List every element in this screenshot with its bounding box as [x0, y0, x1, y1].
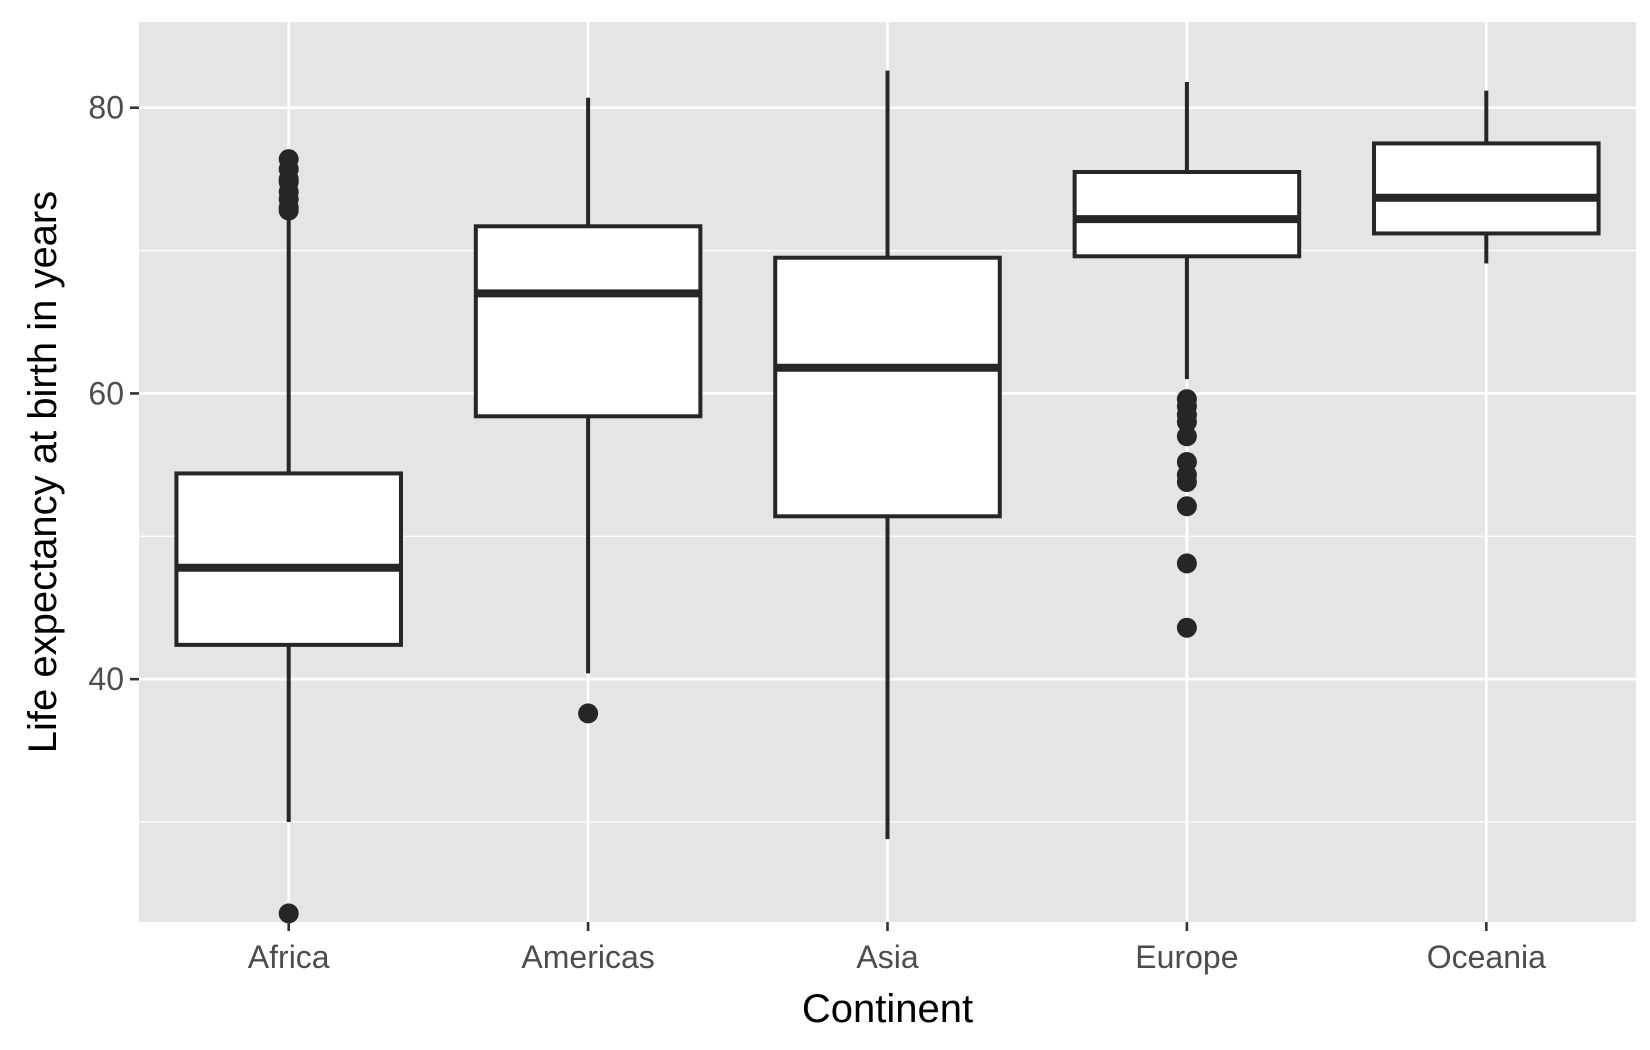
- y-tick-label: 60: [88, 375, 124, 411]
- box-group-europe: [1072, 82, 1302, 638]
- outlier-point: [1176, 452, 1197, 472]
- x-tick-label: Oceania: [1427, 939, 1546, 975]
- outlier-point: [1176, 496, 1197, 517]
- box-group-americas: [473, 97, 703, 724]
- outlier-point: [578, 703, 599, 724]
- box-group-oceania: [1372, 90, 1601, 264]
- box-group-asia: [773, 70, 1002, 840]
- outlier-point: [278, 903, 299, 924]
- y-tick-label: 80: [88, 90, 124, 126]
- x-axis-title: Continent: [802, 987, 973, 1031]
- outlier-point: [278, 149, 299, 170]
- x-tick-label: Americas: [521, 939, 654, 975]
- outlier-point: [1176, 617, 1197, 638]
- box-iqr: [1372, 141, 1601, 236]
- x-tick-label: Africa: [248, 939, 330, 975]
- outlier-point: [1176, 426, 1197, 447]
- box-iqr: [174, 471, 403, 647]
- x-tick-label: Asia: [856, 939, 918, 975]
- box-iqr: [773, 255, 1002, 519]
- box-iqr: [473, 224, 703, 419]
- outlier-point: [1176, 389, 1197, 410]
- x-tick-label: Europe: [1135, 939, 1238, 975]
- axes: 40 60 80 Africa Americas Asia Europe Oceania: [88, 90, 1546, 975]
- box-iqr: [1072, 170, 1302, 259]
- boxplot-series: [174, 70, 1601, 924]
- box-group-africa: [174, 149, 403, 924]
- outlier-point: [1176, 553, 1197, 574]
- y-tick-label: 40: [88, 661, 124, 697]
- y-axis-title: Life expectancy at birth in years: [21, 191, 65, 754]
